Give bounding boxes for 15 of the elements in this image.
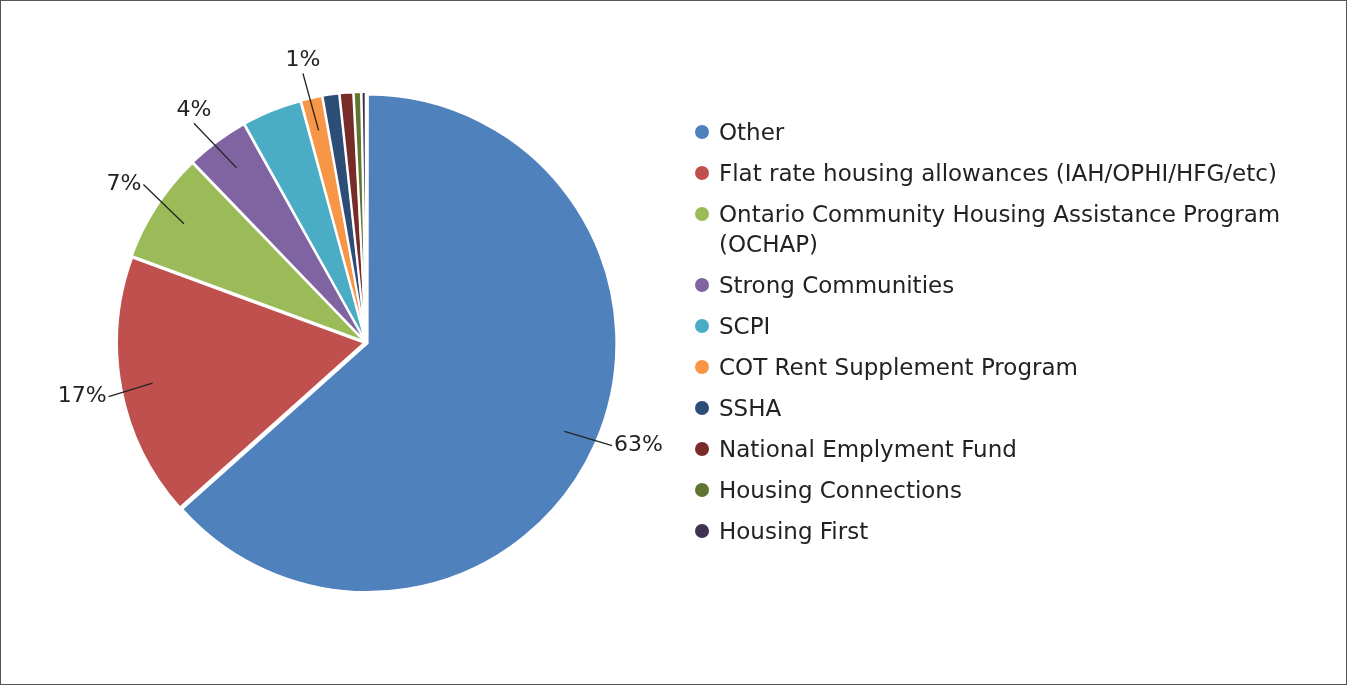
legend-label: COT Rent Supplement Program [719, 353, 1078, 382]
legend-label: Ontario Community Housing Assistance Program (OCHAP) [719, 200, 1282, 259]
legend-label: SCPI [719, 312, 771, 341]
legend-label: National Emplyment Fund [719, 435, 1017, 464]
legend-label: Housing First [719, 517, 869, 546]
data-label: 63% [614, 431, 663, 457]
data-label: 7% [106, 170, 142, 196]
legend-label: Other [719, 118, 785, 147]
legend-label: Strong Communities [719, 271, 955, 300]
legend-label: Flat rate housing allowances (IAH/OPHI/HFG/etc) [719, 159, 1277, 188]
data-label: 1% [285, 46, 321, 72]
legend-label: SSHA [719, 394, 782, 423]
data-label: 17% [57, 382, 107, 408]
data-label: 4% [176, 96, 212, 122]
legend-label: Housing Connections [719, 476, 962, 505]
